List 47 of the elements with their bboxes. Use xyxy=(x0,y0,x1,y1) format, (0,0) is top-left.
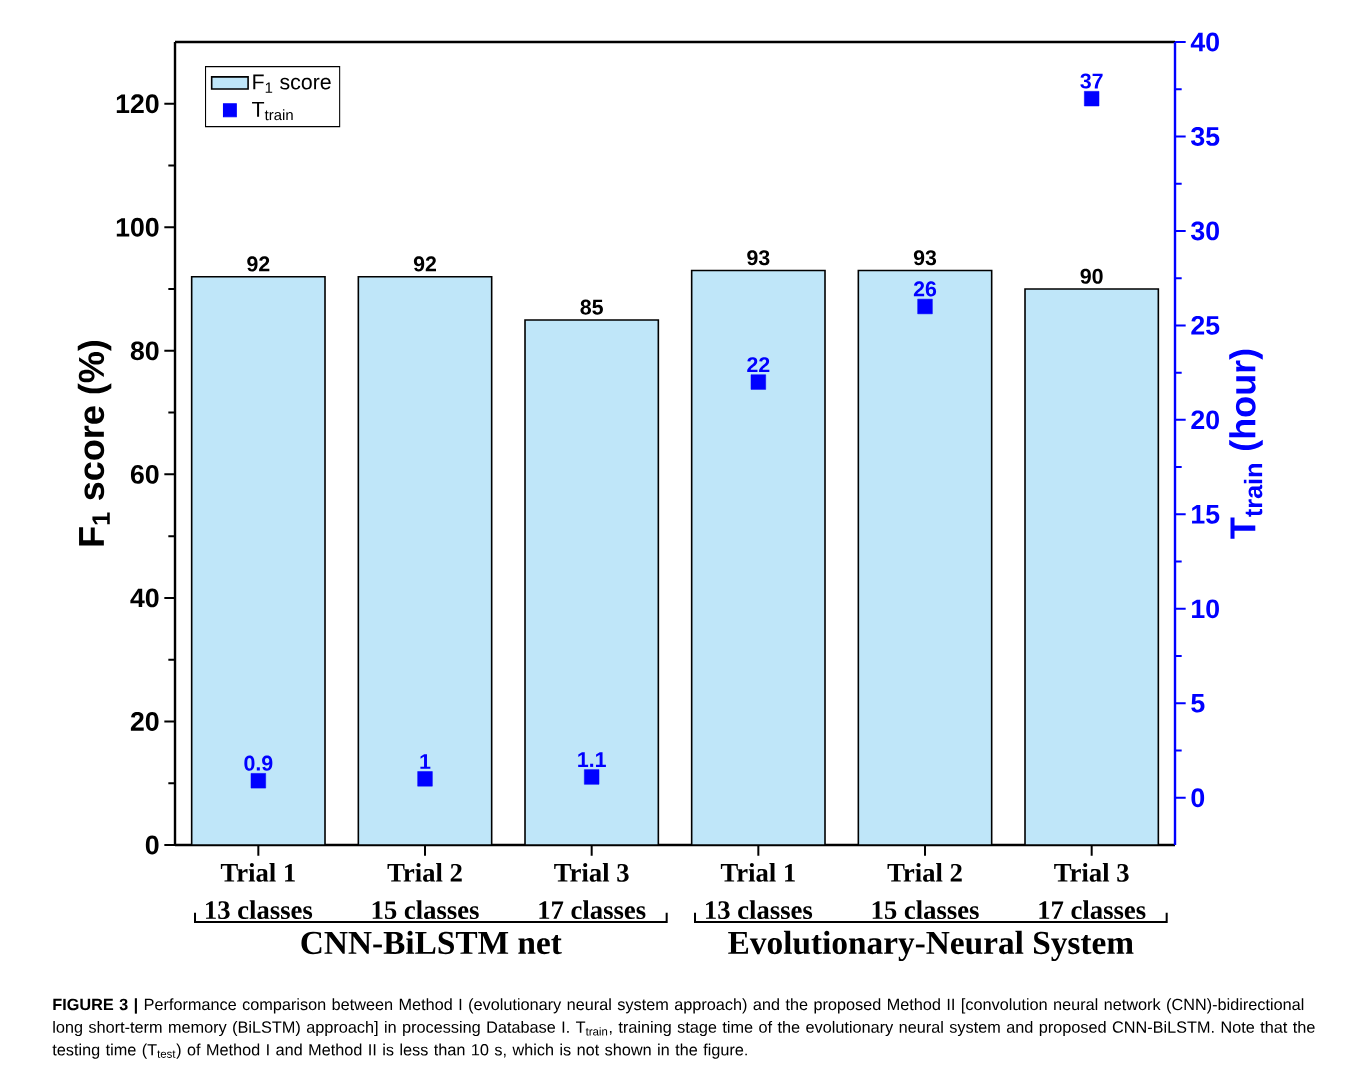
y2-tick-label: 30 xyxy=(1191,221,1219,241)
legend-label: T$_{train}$ xyxy=(252,101,293,121)
y-tick-label: 0 xyxy=(145,835,159,855)
x-tick-label: Trial 3 17 classes xyxy=(539,863,646,920)
y-tick-label: 20 xyxy=(130,712,159,731)
data-label: 93 xyxy=(747,250,770,266)
data-label: 26 xyxy=(913,281,937,297)
x-tick-label: Trial 2 15 classes xyxy=(372,863,479,920)
data-label: 22 xyxy=(747,357,770,373)
data-label: 92 xyxy=(413,256,436,272)
data-label: 37 xyxy=(1080,73,1103,89)
y-tick-label: 40 xyxy=(130,588,159,608)
text: CNN-BiLSTM net xyxy=(301,930,562,955)
point xyxy=(250,773,266,789)
y-tick-label: 80 xyxy=(130,341,159,361)
x-tick-label: Trial 3 17 classes xyxy=(1039,863,1146,920)
y-tick-label: 60 xyxy=(130,464,159,484)
data-label: 93 xyxy=(913,250,937,266)
data-label: 92 xyxy=(247,256,270,272)
y2-tick-label: 35 xyxy=(1191,127,1220,146)
x-tick-label: Trial 1 13 classes xyxy=(206,863,313,920)
y2-tick-label: 20 xyxy=(1191,410,1219,430)
y2-tick-label: 10 xyxy=(1192,599,1219,619)
y-tick-label: 100 xyxy=(116,217,159,237)
y-axis-title: F$_{1}$ score (%) xyxy=(77,340,112,546)
x-tick-label: Trial 2 15 classes xyxy=(872,863,979,920)
data-label: 90 xyxy=(1080,268,1103,284)
y2-tick-label: 25 xyxy=(1191,315,1220,335)
point xyxy=(750,374,766,390)
text: Evolutionary-Neural System xyxy=(728,930,1134,962)
y2-tick-label: 40 xyxy=(1190,32,1219,52)
legend-label: F$_{1}$ score xyxy=(253,74,331,93)
point xyxy=(417,771,433,787)
y-tick-label: 120 xyxy=(116,94,159,114)
text: FIGURE 3 | Performance comparison between Method I (evolutionary neural system approach) and the proposed Method II [convolution neural network (CNN)-bidirectional long short-term memory (BiLSTM) approach] in processing Database I. T$_{train}$, training stage time of the evolutionary neural system and proposed CNN-BiLSTM. Note that the testing time (T$_{test}$) of Method I and Method II is less than 10 s, which is not shown in the figure. xyxy=(52,998,1315,1059)
y2-tick-label: 15 xyxy=(1192,505,1220,524)
point xyxy=(917,298,933,315)
data-label: 0.9 xyxy=(244,755,273,771)
y2-axis-title: T$_{train}$ (hour) xyxy=(1229,349,1263,539)
data-label: 1.1 xyxy=(578,752,606,767)
y2-tick-label: 5 xyxy=(1191,693,1205,713)
point xyxy=(1084,91,1100,107)
x-tick-label: Trial 1 13 classes xyxy=(706,863,813,920)
data-label: 85 xyxy=(580,299,603,315)
data-label: 1 xyxy=(420,754,431,769)
point xyxy=(584,769,600,785)
y2-tick-label: 0 xyxy=(1191,788,1205,808)
